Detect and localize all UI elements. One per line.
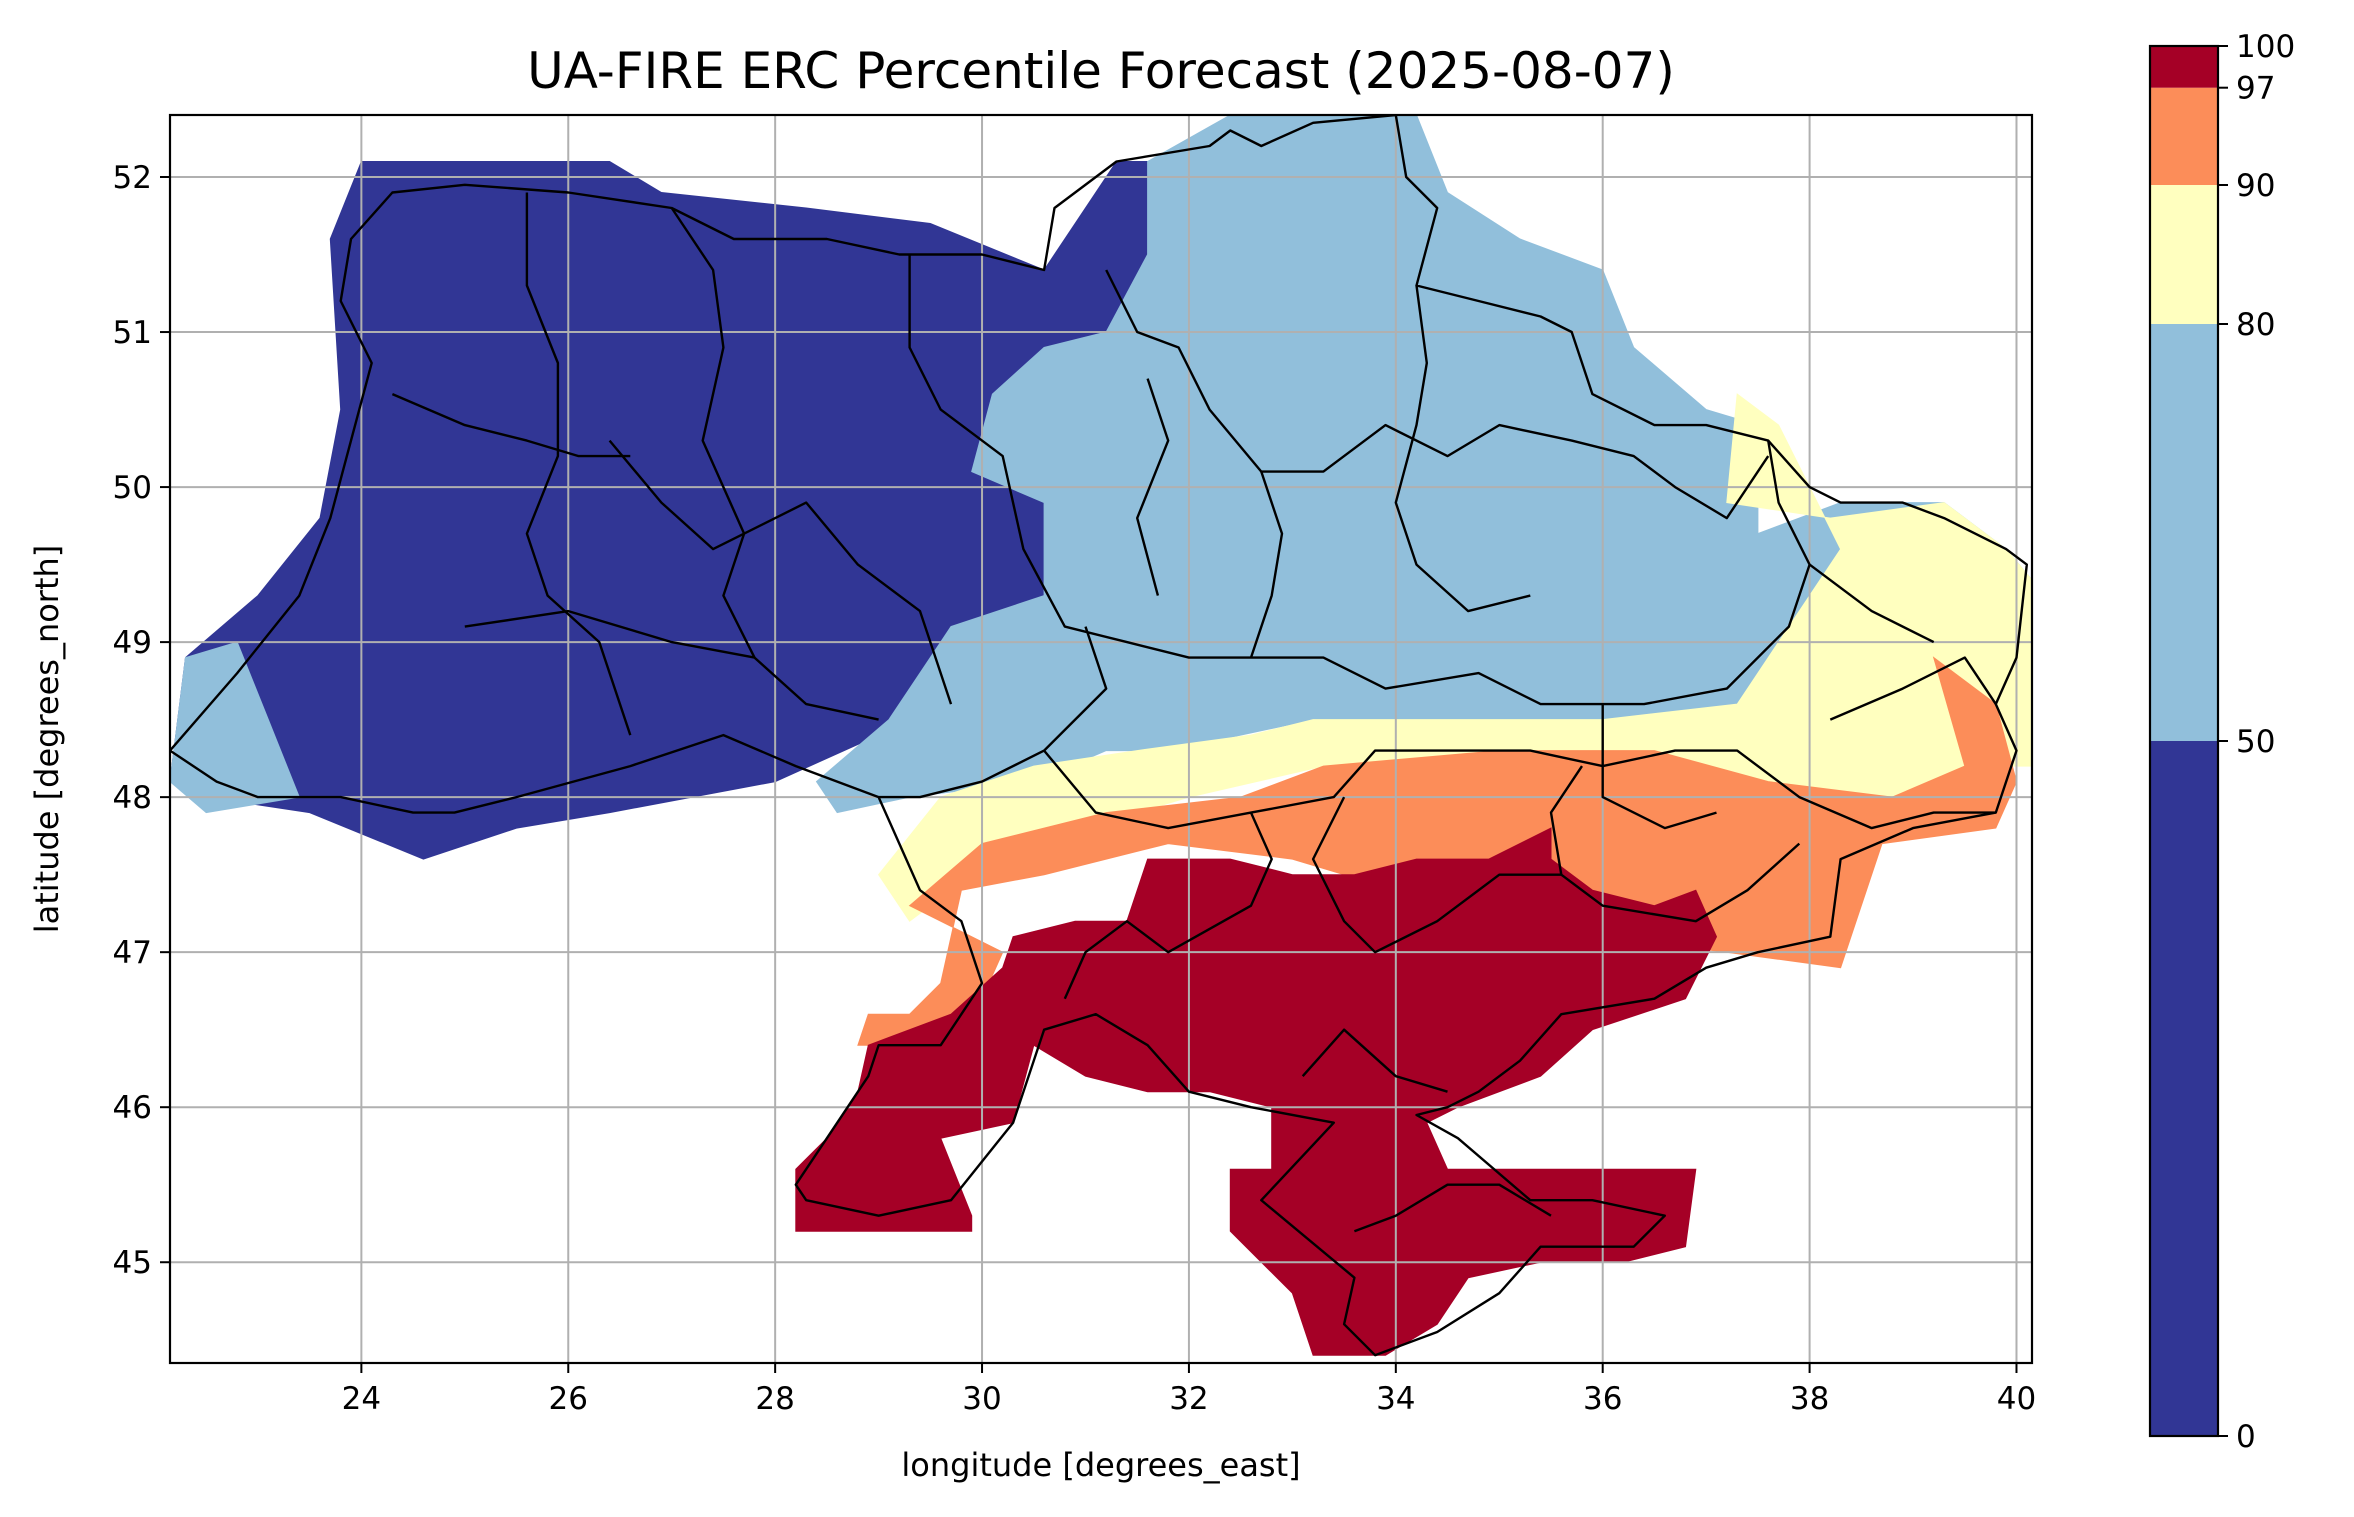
colorbar-segment <box>2150 185 2218 324</box>
x-tick-label: 28 <box>755 1381 794 1417</box>
country-border <box>170 115 2029 1357</box>
colorbar-segment <box>2150 46 2218 88</box>
oblast-boundary <box>391 392 631 458</box>
colorbar-tick-label: 100 <box>2236 29 2295 65</box>
percentile-region-80-90 <box>877 393 2032 922</box>
oblast-boundary <box>608 439 953 705</box>
oblast-boundary <box>1549 765 1583 875</box>
oblast-boundary <box>670 207 756 659</box>
colorbar: 0 50 80 90 97 100 <box>2148 29 2295 1455</box>
x-tick-label: 40 <box>1997 1381 2036 1417</box>
oblast-boundary <box>1301 1028 1448 1093</box>
colorbar-tick-label: 97 <box>2236 71 2275 107</box>
map-plot-area: 24 26 28 30 32 34 36 38 40 45 46 47 48 49 50 51 52 <box>113 113 2036 1417</box>
oblast-boundary <box>1135 378 1170 596</box>
oblast-boundary <box>1043 749 1996 830</box>
y-tick-label: 50 <box>113 470 152 506</box>
y-tick-label: 49 <box>113 625 152 661</box>
colorbar-tick-label: 80 <box>2236 307 2275 343</box>
oblast-boundary <box>1829 656 1997 721</box>
x-tick-label: 32 <box>1169 1381 1208 1417</box>
oblast-boundary <box>1353 1183 1552 1233</box>
percentile-fill-layer <box>170 115 2032 1356</box>
oblast-boundary <box>525 192 632 736</box>
percentile-region-50-80 <box>170 641 300 814</box>
colorbar-tick-label: 0 <box>2236 1419 2256 1455</box>
y-axis-label: latitude [degrees_north] <box>28 545 66 934</box>
oblast-boundary <box>1394 285 1531 613</box>
x-tick-label: 30 <box>962 1381 1001 1417</box>
colorbar-tick-label: 50 <box>2236 724 2275 760</box>
x-tick-label: 38 <box>1790 1381 1829 1417</box>
colorbar-segment <box>2150 87 2218 185</box>
oblast-boundary <box>1808 563 1935 644</box>
oblast-boundary <box>1063 812 1273 1000</box>
y-tick-label: 45 <box>113 1245 152 1281</box>
y-tick-label: 47 <box>113 935 152 971</box>
x-axis-label: longitude [degrees_east] <box>901 1446 1300 1484</box>
oblast-boundary <box>1105 269 1770 520</box>
plot-frame <box>168 113 2034 1365</box>
x-tick-label: 24 <box>342 1381 381 1417</box>
oblast-boundary <box>908 254 1811 706</box>
oblast-boundary <box>1311 796 1801 954</box>
y-tick-label: 46 <box>113 1090 152 1126</box>
x-tick-label: 34 <box>1376 1381 1415 1417</box>
oblast-boundary <box>878 626 1108 799</box>
colorbar-segment <box>2150 741 2218 1436</box>
colorbar-tick-label: 90 <box>2236 168 2275 204</box>
y-tick-label: 52 <box>113 160 152 196</box>
y-tick-label: 48 <box>113 780 152 816</box>
oblast-boundary <box>464 609 879 721</box>
oblast-boundary <box>1249 471 1284 658</box>
y-tick-label: 51 <box>113 315 152 351</box>
y-axis-ticks: 45 46 47 48 49 50 51 52 <box>113 160 170 1281</box>
x-tick-label: 36 <box>1583 1381 1622 1417</box>
oblast-boundary <box>1601 704 1717 830</box>
colorbar-segment <box>2150 324 2218 741</box>
boundary-outlines <box>170 115 2029 1357</box>
x-tick-label: 26 <box>549 1381 588 1417</box>
x-axis-ticks: 24 26 28 30 32 34 36 38 40 <box>342 1363 2036 1417</box>
chart-title: UA-FIRE ERC Percentile Forecast (2025-08… <box>527 42 1675 100</box>
